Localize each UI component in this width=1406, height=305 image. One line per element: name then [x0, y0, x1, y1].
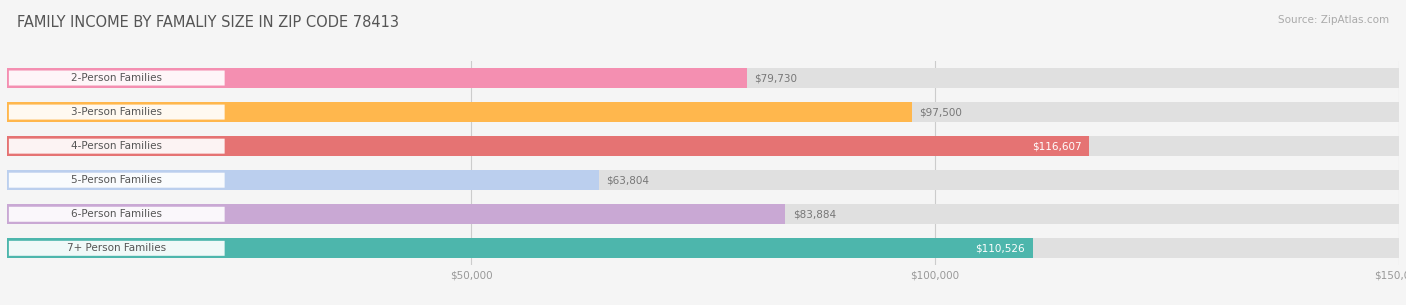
- FancyBboxPatch shape: [8, 173, 225, 188]
- Text: 7+ Person Families: 7+ Person Families: [67, 243, 166, 253]
- FancyBboxPatch shape: [8, 207, 225, 222]
- FancyBboxPatch shape: [8, 70, 225, 85]
- FancyBboxPatch shape: [8, 241, 225, 256]
- Text: 4-Person Families: 4-Person Families: [72, 141, 162, 151]
- Bar: [7, 170, 1399, 190]
- Text: $97,500: $97,500: [920, 107, 962, 117]
- Bar: [7, 239, 1032, 258]
- Bar: [7, 136, 1399, 156]
- Text: 6-Person Families: 6-Person Families: [72, 209, 162, 219]
- Text: $116,607: $116,607: [1032, 141, 1081, 151]
- Bar: [7, 170, 599, 190]
- Text: 5-Person Families: 5-Person Families: [72, 175, 162, 185]
- Text: 2-Person Families: 2-Person Families: [72, 73, 162, 83]
- Bar: [7, 68, 747, 88]
- Text: $110,526: $110,526: [976, 243, 1025, 253]
- Bar: [7, 239, 1399, 258]
- Text: $63,804: $63,804: [606, 175, 650, 185]
- Text: $83,884: $83,884: [793, 209, 837, 219]
- Text: FAMILY INCOME BY FAMALIY SIZE IN ZIP CODE 78413: FAMILY INCOME BY FAMALIY SIZE IN ZIP COD…: [17, 15, 399, 30]
- Bar: [7, 102, 1399, 122]
- Bar: [7, 204, 786, 224]
- Bar: [7, 136, 1090, 156]
- FancyBboxPatch shape: [8, 139, 225, 154]
- Bar: [7, 68, 1399, 88]
- Text: 3-Person Families: 3-Person Families: [72, 107, 162, 117]
- Text: Source: ZipAtlas.com: Source: ZipAtlas.com: [1278, 15, 1389, 25]
- Text: $79,730: $79,730: [754, 73, 797, 83]
- Bar: [7, 102, 912, 122]
- Bar: [7, 204, 1399, 224]
- FancyBboxPatch shape: [8, 105, 225, 120]
